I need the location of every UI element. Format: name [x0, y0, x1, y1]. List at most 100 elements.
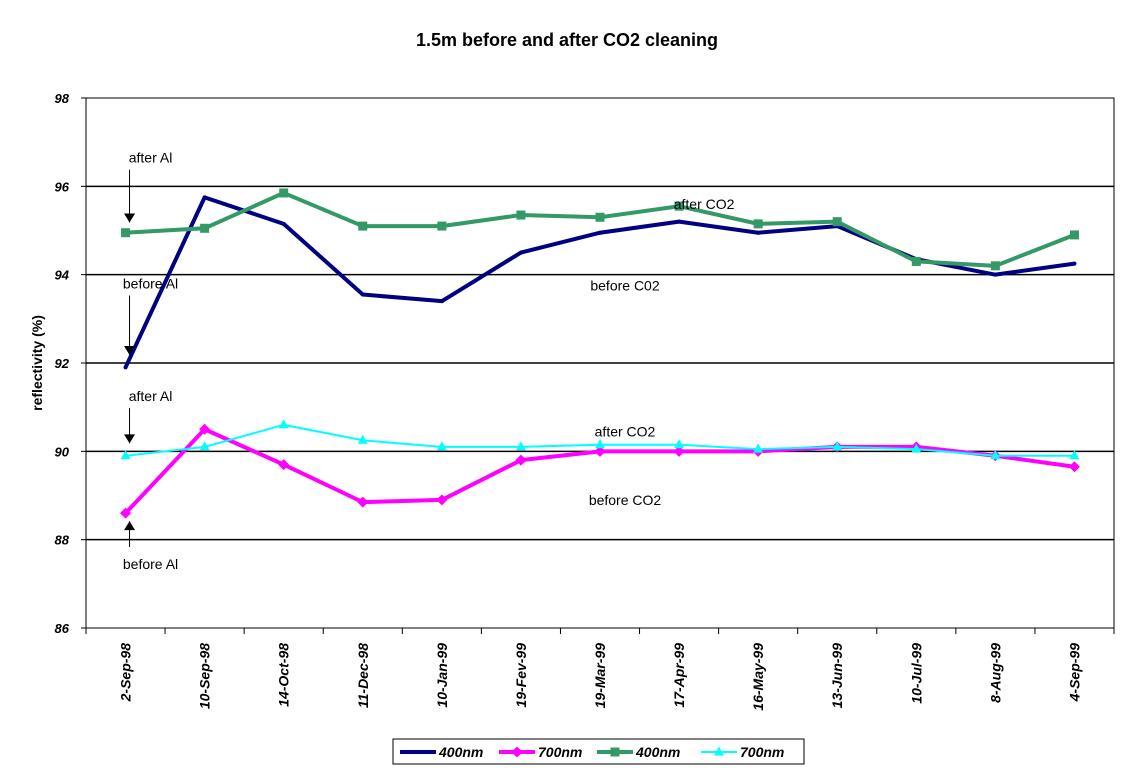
- data-point: [1069, 230, 1079, 240]
- data-point: [515, 441, 526, 451]
- data-point: [673, 445, 685, 457]
- legend-item-1: 400nm: [400, 744, 483, 760]
- x-tick-label: 19-Fev-99: [513, 643, 529, 708]
- series-path: [125, 190, 1076, 268]
- chart-title: 1.5m before and after CO2 cleaning: [416, 30, 718, 50]
- data-point: [1072, 261, 1077, 266]
- x-tick-label: 10-Jan-99: [434, 643, 450, 708]
- annotation-label: before C02: [590, 278, 659, 294]
- y-tick-label: 90: [55, 444, 70, 459]
- data-point: [674, 201, 684, 211]
- annotation-arrowhead: [124, 346, 136, 355]
- legend-item-3: 400nm: [597, 744, 680, 760]
- data-point: [598, 230, 602, 235]
- series-line-4: [120, 419, 1080, 460]
- annotation-label: before CO2: [589, 492, 662, 508]
- y-tick-label: 92: [55, 356, 70, 371]
- data-point: [993, 272, 998, 277]
- data-point: [278, 419, 289, 429]
- legend: 400nm 700nm 400nm 700nm: [392, 738, 805, 765]
- y-tick-label: 94: [55, 268, 70, 283]
- data-point: [120, 507, 132, 519]
- data-point: [123, 365, 128, 370]
- data-point: [753, 219, 763, 229]
- data-point: [358, 221, 368, 231]
- data-point: [439, 299, 444, 304]
- data-point: [436, 494, 448, 506]
- data-point: [594, 445, 606, 457]
- data-point: [516, 210, 526, 220]
- x-tick-label: 14-Oct-98: [276, 643, 292, 707]
- data-point: [511, 746, 523, 758]
- annotation-label: after CO2: [674, 196, 735, 212]
- x-tick-label: 17-Apr-99: [671, 643, 687, 708]
- series-line-3: [121, 188, 1079, 271]
- legend-label: 700nm: [740, 744, 784, 760]
- data-point: [595, 439, 605, 449]
- y-tick-label: 88: [55, 533, 70, 548]
- y-tick-label: 86: [55, 621, 70, 636]
- x-tick-label: 16-May-99: [750, 643, 766, 711]
- y-axis-ticks: 86 88 90 92 94 96 98: [55, 91, 86, 636]
- data-point: [756, 230, 761, 235]
- data-point: [595, 212, 605, 222]
- x-tick-label: 10-Jul-99: [908, 643, 924, 704]
- data-point: [911, 443, 922, 453]
- data-point: [121, 228, 131, 238]
- annotation-label: after CO2: [595, 423, 656, 439]
- data-point: [120, 450, 131, 460]
- x-tick-label: 8-Aug-99: [987, 643, 1003, 703]
- data-point: [610, 747, 620, 757]
- data-point: [281, 221, 286, 226]
- data-point: [515, 454, 527, 466]
- data-point: [437, 221, 447, 231]
- data-point: [357, 434, 368, 444]
- x-tick-label: 4-Sep-99: [1066, 643, 1082, 703]
- data-point: [199, 441, 210, 451]
- data-point: [990, 261, 1000, 271]
- annotation-label: before Al: [123, 556, 178, 572]
- annotation-arrowhead: [124, 521, 136, 531]
- data-point: [202, 195, 207, 200]
- x-tick-label: 13-Jun-99: [829, 643, 845, 709]
- y-tick-label: 96: [55, 179, 70, 194]
- data-point: [518, 250, 523, 255]
- x-tick-label: 11-Dec-98: [355, 643, 371, 708]
- series: [120, 188, 1080, 519]
- data-point: [278, 459, 290, 471]
- legend-label: 400nm: [635, 744, 680, 760]
- data-point: [199, 423, 211, 435]
- y-tick-label: 98: [55, 91, 70, 106]
- data-point: [990, 450, 1001, 460]
- legend-label: 400nm: [438, 744, 483, 760]
- legend-item-4: 700nm: [701, 744, 784, 760]
- x-tick-label: 19-Mar-99: [592, 643, 608, 709]
- data-point: [832, 217, 842, 227]
- annotation-arrowhead: [124, 434, 136, 444]
- grid: [86, 185, 1114, 541]
- data-point: [1068, 461, 1080, 473]
- data-point: [677, 219, 682, 224]
- data-point: [832, 441, 843, 451]
- data-point: [357, 496, 369, 508]
- data-point: [674, 439, 685, 449]
- x-tick-label: 2-Sep-98: [118, 643, 134, 703]
- legend-label: 700nm: [538, 744, 582, 760]
- annotation-label: before Al: [123, 276, 178, 292]
- x-tick-label: 10-Sep-98: [197, 643, 213, 709]
- data-point: [200, 223, 210, 233]
- annotations: after Al before Al after Al before Al after …: [123, 150, 735, 572]
- data-point: [753, 443, 764, 453]
- data-point: [714, 746, 724, 756]
- data-point: [279, 188, 289, 198]
- data-point: [360, 292, 365, 297]
- x-axis-ticks: 2-Sep-98 10-Sep-98 14-Oct-98 11-Dec-98 10-Ja…: [85, 628, 1115, 711]
- data-point: [1069, 450, 1080, 460]
- data-point: [436, 441, 447, 451]
- annotation-label: after Al: [129, 388, 173, 404]
- y-axis-label: reflectivity (%): [29, 315, 45, 411]
- annotation-arrowhead: [124, 213, 136, 223]
- data-point: [911, 256, 921, 266]
- annotation-label: after Al: [129, 150, 173, 166]
